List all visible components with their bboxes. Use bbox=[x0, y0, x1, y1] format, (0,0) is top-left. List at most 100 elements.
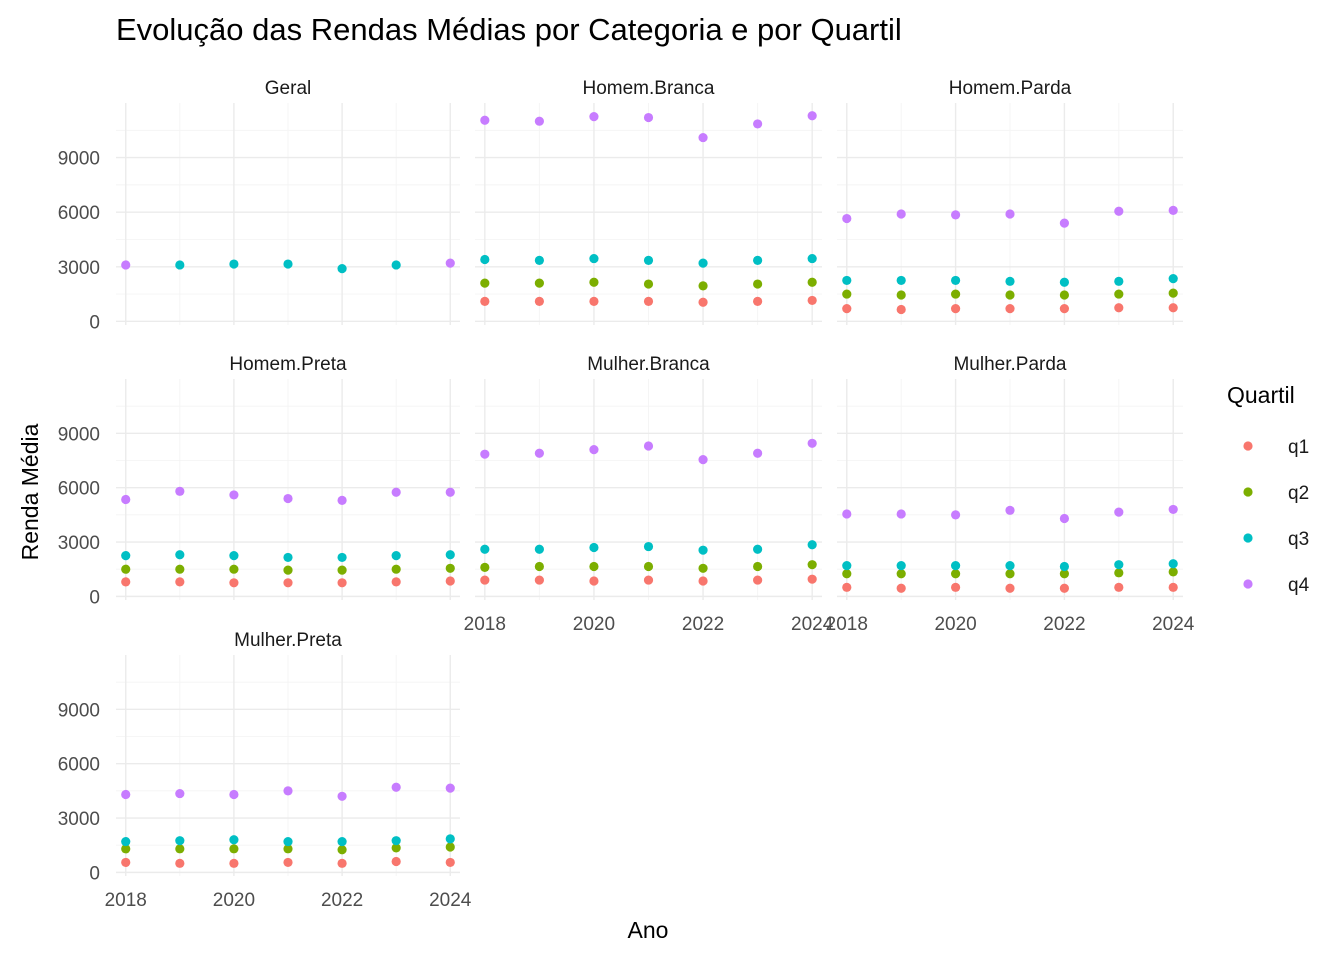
legend-key-q1 bbox=[1243, 441, 1253, 451]
data-point-q3 bbox=[842, 560, 852, 571]
x-tick-label: 2018 bbox=[826, 614, 868, 635]
facet-panel: Geral 0 3000 6000 9000 bbox=[58, 78, 460, 333]
data-point-q3 bbox=[753, 544, 763, 554]
x-tick-label: 2022 bbox=[1043, 614, 1085, 635]
data-point-q4 bbox=[480, 115, 490, 125]
data-point-q4 bbox=[391, 487, 401, 497]
data-point-q2 bbox=[121, 564, 131, 574]
y-tick-label: 6000 bbox=[58, 203, 100, 224]
data-point-q3 bbox=[1005, 560, 1015, 571]
data-point-q2 bbox=[643, 561, 654, 572]
y-tick-label: 9000 bbox=[58, 700, 100, 721]
data-point-q3 bbox=[175, 550, 185, 560]
data-point-q2 bbox=[698, 563, 708, 573]
data-point-q3 bbox=[283, 836, 293, 847]
data-point-q2 bbox=[896, 569, 906, 579]
data-point-q4 bbox=[643, 112, 654, 123]
data-point-q1 bbox=[643, 296, 654, 306]
data-point-q2 bbox=[229, 844, 239, 854]
data-point-q2 bbox=[807, 277, 817, 287]
data-point-q4 bbox=[896, 509, 906, 519]
y-tick-label: 9000 bbox=[58, 149, 100, 170]
y-tick-label: 9000 bbox=[58, 424, 100, 445]
y-axis-title: Renda Média bbox=[17, 423, 43, 560]
data-point-q4 bbox=[480, 449, 490, 459]
data-point-q2 bbox=[480, 278, 490, 288]
facet-panel: Mulher.Parda 2018 2020 2022 2024 bbox=[826, 354, 1195, 635]
legend-label-q4: q4 bbox=[1288, 575, 1310, 596]
data-point-q2 bbox=[1005, 569, 1015, 579]
data-point-q2 bbox=[1168, 567, 1178, 577]
data-point-q1 bbox=[1005, 583, 1015, 593]
data-point-q2 bbox=[753, 561, 763, 572]
data-point-q3 bbox=[480, 544, 490, 554]
data-point-q2 bbox=[1059, 290, 1070, 300]
data-point-q1 bbox=[753, 575, 763, 585]
data-point-q4 bbox=[950, 210, 961, 220]
data-point-q1 bbox=[807, 295, 817, 306]
data-point-q4 bbox=[589, 445, 599, 455]
facet-label: Mulher.Preta bbox=[234, 630, 342, 651]
data-point-q4 bbox=[229, 789, 239, 800]
data-point-q3 bbox=[896, 275, 906, 286]
data-point-q1 bbox=[1168, 303, 1178, 313]
data-point-q1 bbox=[534, 575, 544, 585]
data-point-q1 bbox=[1168, 582, 1178, 592]
facet-panel: Mulher.Branca 2018 2020 2022 2024 bbox=[464, 354, 834, 635]
data-point-q2 bbox=[842, 289, 852, 299]
y-tick-label: 0 bbox=[89, 312, 100, 333]
data-point-q1 bbox=[283, 857, 293, 868]
data-point-q4 bbox=[229, 490, 239, 500]
data-point-q4 bbox=[643, 441, 654, 451]
x-tick-label: 2020 bbox=[213, 890, 255, 911]
data-point-q4 bbox=[1114, 206, 1124, 216]
data-point-q3 bbox=[391, 260, 401, 270]
data-point-q2 bbox=[643, 279, 654, 289]
legend-key-q4 bbox=[1243, 579, 1253, 589]
data-point-q2 bbox=[589, 561, 599, 572]
data-point-q4 bbox=[842, 213, 852, 224]
data-point-q4 bbox=[1005, 505, 1015, 515]
data-point-q1 bbox=[534, 296, 544, 306]
data-point-q2 bbox=[1059, 569, 1070, 579]
data-point-q4 bbox=[175, 486, 185, 496]
data-point-q1 bbox=[480, 296, 490, 306]
data-point-q4 bbox=[283, 786, 293, 796]
x-tick-label: 2018 bbox=[105, 890, 147, 911]
data-point-q3 bbox=[337, 552, 347, 563]
facet-panel: Mulher.Preta 0 3000 6000 9000 2018 2020 2022 202… bbox=[58, 630, 472, 911]
data-point-q3 bbox=[480, 254, 490, 265]
data-point-q4 bbox=[534, 116, 544, 126]
data-point-q1 bbox=[175, 577, 185, 587]
x-tick-label: 2020 bbox=[934, 614, 976, 635]
data-point-q4 bbox=[121, 260, 131, 270]
data-point-q3 bbox=[1114, 560, 1124, 570]
data-point-q4 bbox=[445, 487, 455, 497]
data-point-q2 bbox=[1114, 568, 1124, 578]
data-point-q4 bbox=[698, 455, 708, 465]
y-tick-label: 3000 bbox=[58, 533, 100, 554]
data-point-q4 bbox=[698, 132, 708, 143]
legend-label-q2: q2 bbox=[1288, 483, 1309, 504]
data-point-q3 bbox=[1114, 276, 1124, 286]
data-point-q2 bbox=[950, 569, 961, 579]
data-point-q2 bbox=[445, 842, 455, 852]
data-point-q4 bbox=[175, 788, 185, 799]
data-point-q2 bbox=[534, 561, 544, 572]
data-point-q3 bbox=[121, 551, 131, 561]
data-point-q2 bbox=[1005, 290, 1015, 300]
data-point-q3 bbox=[337, 263, 347, 274]
data-point-q4 bbox=[1005, 209, 1015, 219]
legend-entries: q1 q2 q3 q4 bbox=[1243, 437, 1310, 596]
data-point-q2 bbox=[121, 844, 131, 854]
data-point-q4 bbox=[445, 783, 455, 793]
facet-label: Mulher.Branca bbox=[587, 354, 710, 375]
data-point-q3 bbox=[753, 255, 763, 266]
data-point-q4 bbox=[753, 448, 763, 458]
data-point-q2 bbox=[337, 565, 347, 575]
facet-label: Homem.Branca bbox=[583, 78, 715, 99]
data-point-q3 bbox=[534, 544, 544, 554]
facet-panel: Homem.Preta 0 3000 6000 9000 bbox=[58, 354, 460, 608]
legend-title: Quartil bbox=[1227, 382, 1295, 408]
x-tick-label: 2024 bbox=[1152, 614, 1195, 635]
